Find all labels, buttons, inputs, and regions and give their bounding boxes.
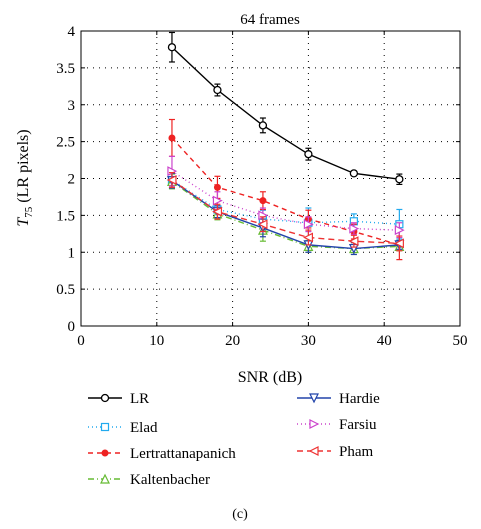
legend-item-kaltenbacher: Kaltenbacher — [88, 472, 210, 488]
y-axis-label: T75 (LR pixels) — [15, 129, 35, 226]
y-tick-label: 0 — [68, 319, 76, 335]
series-elad — [167, 172, 404, 240]
series-hardie — [166, 172, 405, 256]
data-point-farsiu — [303, 219, 314, 230]
legend-label-elad: Elad — [130, 420, 158, 436]
data-point-pham — [348, 236, 359, 247]
y-tick-label: 4 — [68, 24, 76, 40]
data-point-lr — [213, 85, 222, 95]
panel-label: (c) — [232, 507, 248, 522]
legend-item-lertrattanapanich: Lertrattanapanich — [88, 446, 236, 462]
legend-label-pham: Pham — [339, 444, 374, 460]
x-tick-label: 40 — [377, 333, 392, 349]
series-line-hardie — [171, 180, 400, 250]
data-point-lr — [258, 121, 268, 130]
x-tick-label: 10 — [149, 333, 164, 349]
y-axis-label-unit: (LR pixels) — [15, 129, 32, 206]
data-point-farsiu — [212, 195, 223, 206]
series-line-lertrattanapanich — [171, 137, 400, 246]
data-point-pham — [166, 175, 177, 185]
legend-label-lr: LR — [130, 391, 149, 407]
series-line-elad — [171, 179, 400, 225]
series-kaltenbacher — [166, 173, 405, 256]
y-tick-label: 1 — [68, 245, 76, 261]
data-point-lertrattanapanich — [259, 197, 267, 205]
axis-ticks: 0 10 20 30 40 50 0 0.5 1 1.5 2 2.5 3 3.5 4 — [56, 24, 467, 349]
y-axis-label-subscript: 75 — [23, 206, 35, 218]
legend-label-kaltenbacher: Kaltenbacher — [130, 472, 210, 488]
series-line-pham — [171, 179, 400, 245]
legend-item-pham: Pham — [297, 444, 374, 460]
series-group — [166, 31, 405, 261]
series-farsiu — [167, 155, 405, 239]
legend-item-elad: Elad — [88, 420, 158, 436]
data-point-pham — [212, 206, 223, 217]
y-tick-label: 1.5 — [56, 208, 75, 224]
legend-marker-pham — [308, 446, 319, 456]
x-tick-label: 0 — [77, 333, 85, 349]
legend-label-hardie: Hardie — [339, 391, 380, 407]
legend-marker-lr — [100, 393, 110, 403]
legend-label-farsiu: Farsiu — [339, 417, 377, 433]
series-lr — [167, 31, 404, 185]
series-line-farsiu — [171, 170, 400, 231]
x-tick-label: 50 — [453, 333, 468, 349]
legend-marker-farsiu — [309, 419, 320, 429]
series-pham — [166, 172, 404, 252]
y-tick-label: 2 — [68, 172, 76, 188]
y-tick-label: 3.5 — [56, 61, 75, 77]
data-point-lr — [349, 169, 359, 178]
legend-item-lr: LR — [88, 391, 149, 407]
legend-label-lertrattanapanich: Lertrattanapanich — [130, 446, 236, 462]
y-axis-label-symbol: T — [15, 217, 32, 227]
x-tick-label: 30 — [301, 333, 316, 349]
data-point-pham — [257, 219, 268, 230]
legend-marker-kaltenbacher — [100, 473, 110, 484]
x-tick-label: 20 — [225, 333, 240, 349]
data-point-pham — [303, 232, 313, 243]
data-point-pham — [394, 238, 404, 249]
legend-item-farsiu: Farsiu — [297, 417, 377, 433]
legend-marker-lertrattanapanich — [101, 449, 109, 457]
data-point-lr — [167, 43, 177, 52]
y-tick-label: 0.5 — [56, 282, 75, 298]
legend: LR Elad Lertrattanapanich Kaltenbacher Hardi… — [88, 391, 380, 488]
data-point-farsiu — [394, 225, 405, 236]
y-tick-label: 3 — [68, 98, 76, 114]
series-line-lr — [171, 46, 400, 180]
data-point-lertrattanapanich — [213, 183, 221, 191]
data-point-lr — [395, 175, 404, 184]
y-tick-label: 2.5 — [56, 135, 75, 151]
data-point-farsiu — [349, 223, 360, 234]
legend-item-hardie: Hardie — [297, 391, 380, 407]
legend-marker-elad — [100, 422, 110, 432]
x-axis-label: SNR (dB) — [238, 369, 302, 386]
data-point-lertrattanapanich — [168, 134, 176, 142]
data-point-lr — [304, 150, 313, 159]
chart-title: 64 frames — [240, 12, 300, 28]
legend-marker-hardie — [309, 393, 319, 404]
